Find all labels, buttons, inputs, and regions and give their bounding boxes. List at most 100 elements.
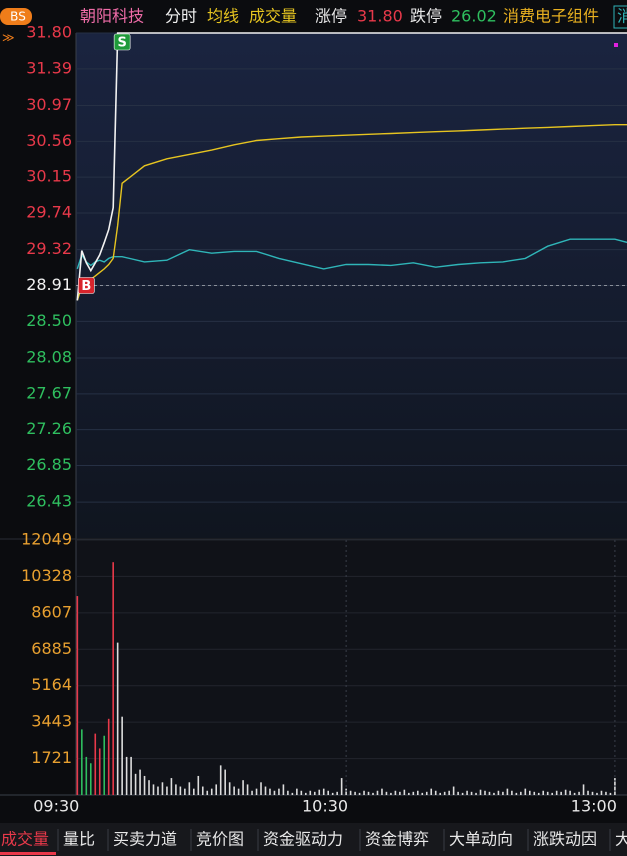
volume-bar: [582, 784, 585, 795]
x-tick-label: 10:30: [302, 797, 348, 816]
volume-bar: [524, 788, 527, 795]
y-tick-label: 12049: [21, 530, 72, 549]
volume-bar: [385, 791, 388, 795]
bs-badge[interactable]: [0, 8, 32, 25]
volume-bar: [466, 790, 468, 795]
volume-bar: [573, 792, 576, 795]
volume-bar: [89, 763, 92, 795]
volume-bar: [193, 788, 195, 795]
volume-bar: [551, 792, 553, 795]
volume-bar: [327, 790, 330, 795]
tab[interactable]: 资金驱动力: [263, 830, 343, 849]
annotation-text: B: [81, 279, 91, 294]
y-tick-label: 8607: [31, 602, 72, 621]
sector-tag-box[interactable]: [613, 5, 627, 29]
volume-bar: [515, 792, 518, 795]
annotation-box: [78, 277, 95, 294]
y-tick-label: 30.15: [26, 167, 72, 186]
series-line: [76, 238, 627, 270]
tab[interactable]: 量比: [63, 830, 95, 849]
volume-bar: [157, 786, 159, 795]
y-tick-label: 26.85: [26, 455, 72, 474]
volume-bar: [179, 786, 182, 795]
volume-bar: [166, 786, 168, 795]
volume-bar: [564, 789, 567, 795]
volume-bar: [76, 596, 79, 795]
tab[interactable]: 大单动向: [449, 830, 513, 849]
volume-bar: [533, 791, 536, 795]
legend-avg: 均线: [207, 7, 239, 26]
volume-bar: [98, 748, 101, 795]
tab[interactable]: 资金博弈: [365, 830, 429, 849]
volume-bar: [439, 792, 441, 795]
volume-bar: [609, 792, 612, 795]
y-tick-label: 5164: [31, 675, 72, 694]
sector-tag: 消: [617, 7, 627, 26]
volume-bar: [452, 786, 455, 795]
volume-bar: [143, 775, 146, 795]
volume-bar: [282, 784, 285, 795]
volume-bar: [461, 792, 464, 795]
volume-bar: [443, 791, 446, 795]
volume-bar: [372, 792, 374, 795]
volume-bar: [484, 790, 486, 795]
volume-bar: [408, 792, 410, 795]
volume-bar: [246, 784, 249, 795]
volume-bar: [219, 765, 222, 795]
volume-bar: [175, 784, 177, 795]
volume-bar: [188, 782, 191, 795]
y-tick-label: 28.08: [26, 348, 72, 367]
volume-bar: [394, 790, 397, 795]
y-tick-label: 29.74: [26, 202, 72, 221]
tab[interactable]: 买卖力道: [113, 830, 177, 849]
series-line: [76, 32, 627, 301]
tab[interactable]: 成交量: [1, 830, 49, 849]
volume-bar: [112, 562, 114, 795]
volume-bar: [376, 790, 379, 795]
volume-bar: [403, 789, 406, 795]
volume-bar: [264, 786, 267, 795]
x-tick-label: 09:30: [33, 797, 79, 816]
volume-bar: [506, 788, 509, 795]
volume-bar: [596, 792, 598, 795]
volume-bar: [412, 791, 415, 795]
volume-bar: [457, 791, 459, 795]
limit-down-label: 跌停: [410, 7, 442, 26]
volume-bar: [125, 756, 128, 795]
volume-bar: [152, 784, 155, 795]
volume-bar: [340, 778, 343, 795]
volume-bar: [448, 790, 450, 795]
volume-bar: [134, 773, 137, 795]
volume-bar: [201, 786, 204, 795]
collapse-icon[interactable]: ≫: [2, 31, 15, 45]
volume-bar: [349, 790, 352, 795]
volume-bar: [197, 775, 200, 795]
legend-price: 分时: [165, 7, 197, 26]
volume-bar: [605, 791, 607, 795]
volume-panel: [76, 540, 627, 795]
y-tick-label: 30.97: [26, 95, 72, 114]
volume-bar: [148, 780, 150, 795]
tab[interactable]: 涨跌动因: [533, 830, 597, 849]
volume-bar: [331, 792, 334, 795]
volume-bar: [497, 790, 500, 795]
volume-bar: [255, 788, 258, 795]
volume-bar: [542, 790, 545, 795]
volume-bar: [421, 792, 424, 795]
volume-bar: [107, 718, 110, 795]
marker-dot: [614, 43, 618, 47]
sector[interactable]: 消费电子组件: [503, 7, 599, 26]
volume-bar: [520, 791, 522, 795]
volume-bar: [300, 790, 303, 795]
volume-bar: [363, 790, 365, 795]
volume-bar: [502, 791, 504, 795]
volume-bar: [528, 790, 531, 795]
volume-bar: [470, 791, 473, 795]
y-tick-label: 29.32: [26, 239, 72, 258]
tab[interactable]: 大: [615, 830, 627, 849]
volume-bar: [578, 791, 580, 795]
y-tick-label: 28.91: [26, 275, 72, 294]
tab[interactable]: 竞价图: [196, 830, 244, 849]
legend-volume: 成交量: [249, 7, 297, 26]
volume-bar: [296, 788, 298, 795]
